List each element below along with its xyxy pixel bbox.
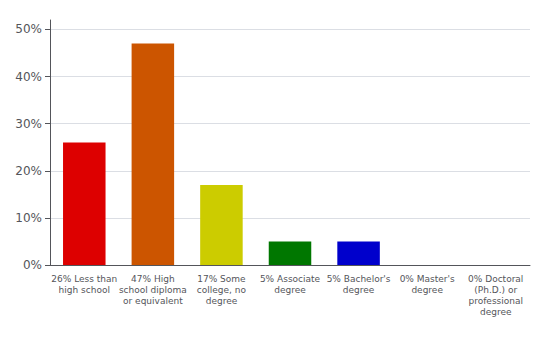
svg-text:50%: 50%	[15, 22, 42, 36]
svg-text:5% Bachelor's: 5% Bachelor's	[327, 274, 391, 284]
svg-text:0% Doctoral: 0% Doctoral	[468, 274, 523, 284]
svg-text:17% Some: 17% Some	[197, 274, 246, 284]
svg-text:5% Associate: 5% Associate	[260, 274, 321, 284]
svg-text:degree: degree	[274, 285, 306, 295]
svg-text:high school: high school	[59, 285, 110, 295]
svg-text:degree: degree	[206, 296, 238, 306]
svg-text:10%: 10%	[15, 211, 42, 225]
svg-text:degree: degree	[480, 307, 512, 317]
svg-text:0%: 0%	[23, 258, 42, 272]
svg-text:26% Less than: 26% Less than	[51, 274, 117, 284]
svg-text:professional: professional	[468, 296, 523, 306]
svg-text:30%: 30%	[15, 117, 42, 131]
svg-text:40%: 40%	[15, 70, 42, 84]
svg-text:school diploma: school diploma	[119, 285, 187, 295]
svg-text:degree: degree	[343, 285, 375, 295]
svg-text:or equivalent: or equivalent	[123, 296, 183, 306]
svg-text:(Ph.D.) or: (Ph.D.) or	[474, 285, 517, 295]
svg-text:college, no: college, no	[197, 285, 247, 295]
svg-text:degree: degree	[411, 285, 443, 295]
svg-text:0% Master's: 0% Master's	[400, 274, 455, 284]
svg-text:47% High: 47% High	[131, 274, 175, 284]
svg-text:20%: 20%	[15, 164, 42, 178]
